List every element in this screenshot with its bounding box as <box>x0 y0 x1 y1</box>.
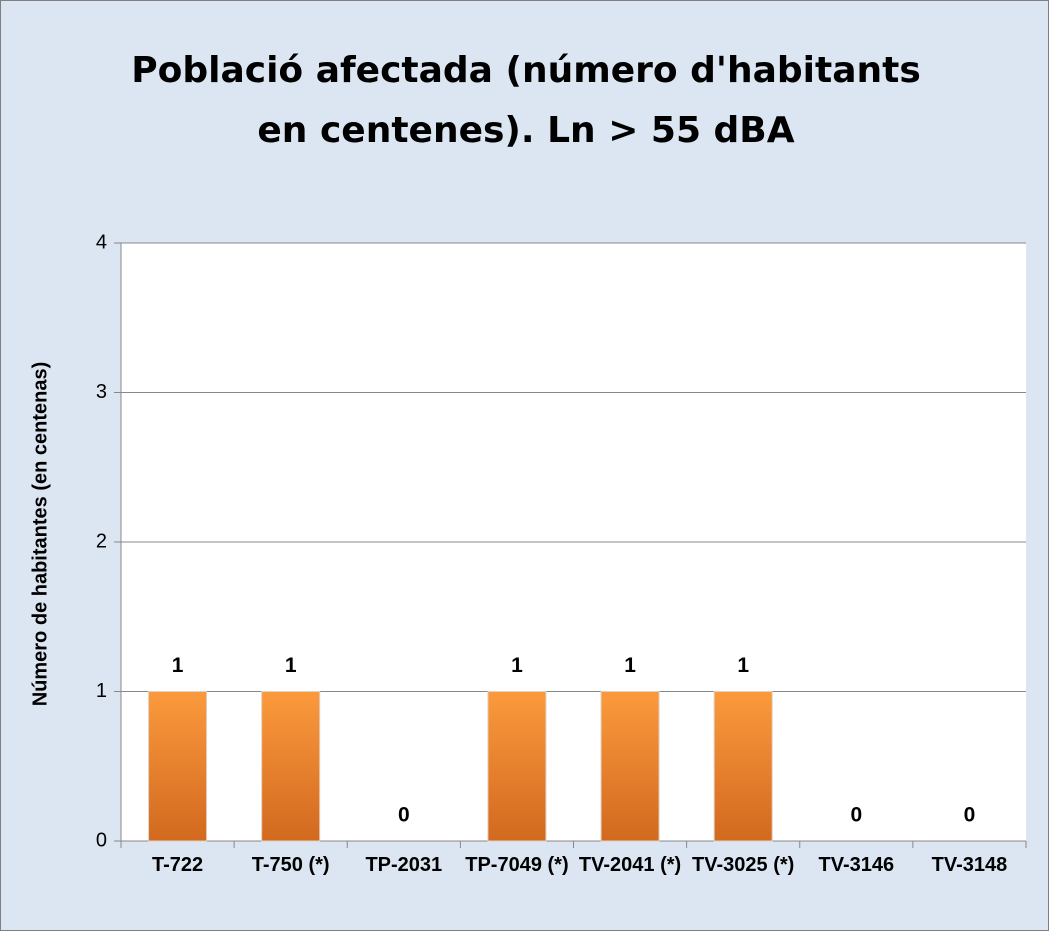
bar <box>713 691 773 842</box>
y-tick-label: 3 <box>96 381 107 403</box>
y-tick-label: 1 <box>96 680 107 702</box>
data-label: 1 <box>624 654 636 677</box>
chart-title: Població afectada (número d'habitants en… <box>131 50 921 151</box>
y-tick-label: 4 <box>96 231 107 253</box>
x-tick-label: TV-3025 (*) <box>692 854 795 876</box>
x-tick-label: T-722 <box>151 854 204 876</box>
data-label: 1 <box>511 654 523 677</box>
bar <box>148 691 208 842</box>
data-label: 0 <box>850 804 862 827</box>
x-tick-label: TP-2031 <box>365 854 443 876</box>
x-tick-label: TV-3148 <box>931 854 1008 876</box>
data-label: 0 <box>964 804 976 827</box>
x-tick-label: TV-3146 <box>818 854 895 876</box>
x-tick-label: T-750 (*) <box>251 854 330 876</box>
data-label: 1 <box>285 654 297 677</box>
y-tick-label: 2 <box>96 530 107 552</box>
y-tick-label: 0 <box>96 829 107 851</box>
x-tick-label: TV-2041 (*) <box>578 854 682 876</box>
data-label: 0 <box>398 804 410 827</box>
data-label: 1 <box>172 654 184 677</box>
x-tick-label: TP-7049 (*) <box>465 854 569 876</box>
bar <box>600 691 660 842</box>
bar <box>261 691 321 842</box>
bar <box>487 691 547 842</box>
y-axis-label: Número de habitantes (en centenas) <box>29 362 51 707</box>
data-label: 1 <box>737 654 749 677</box>
